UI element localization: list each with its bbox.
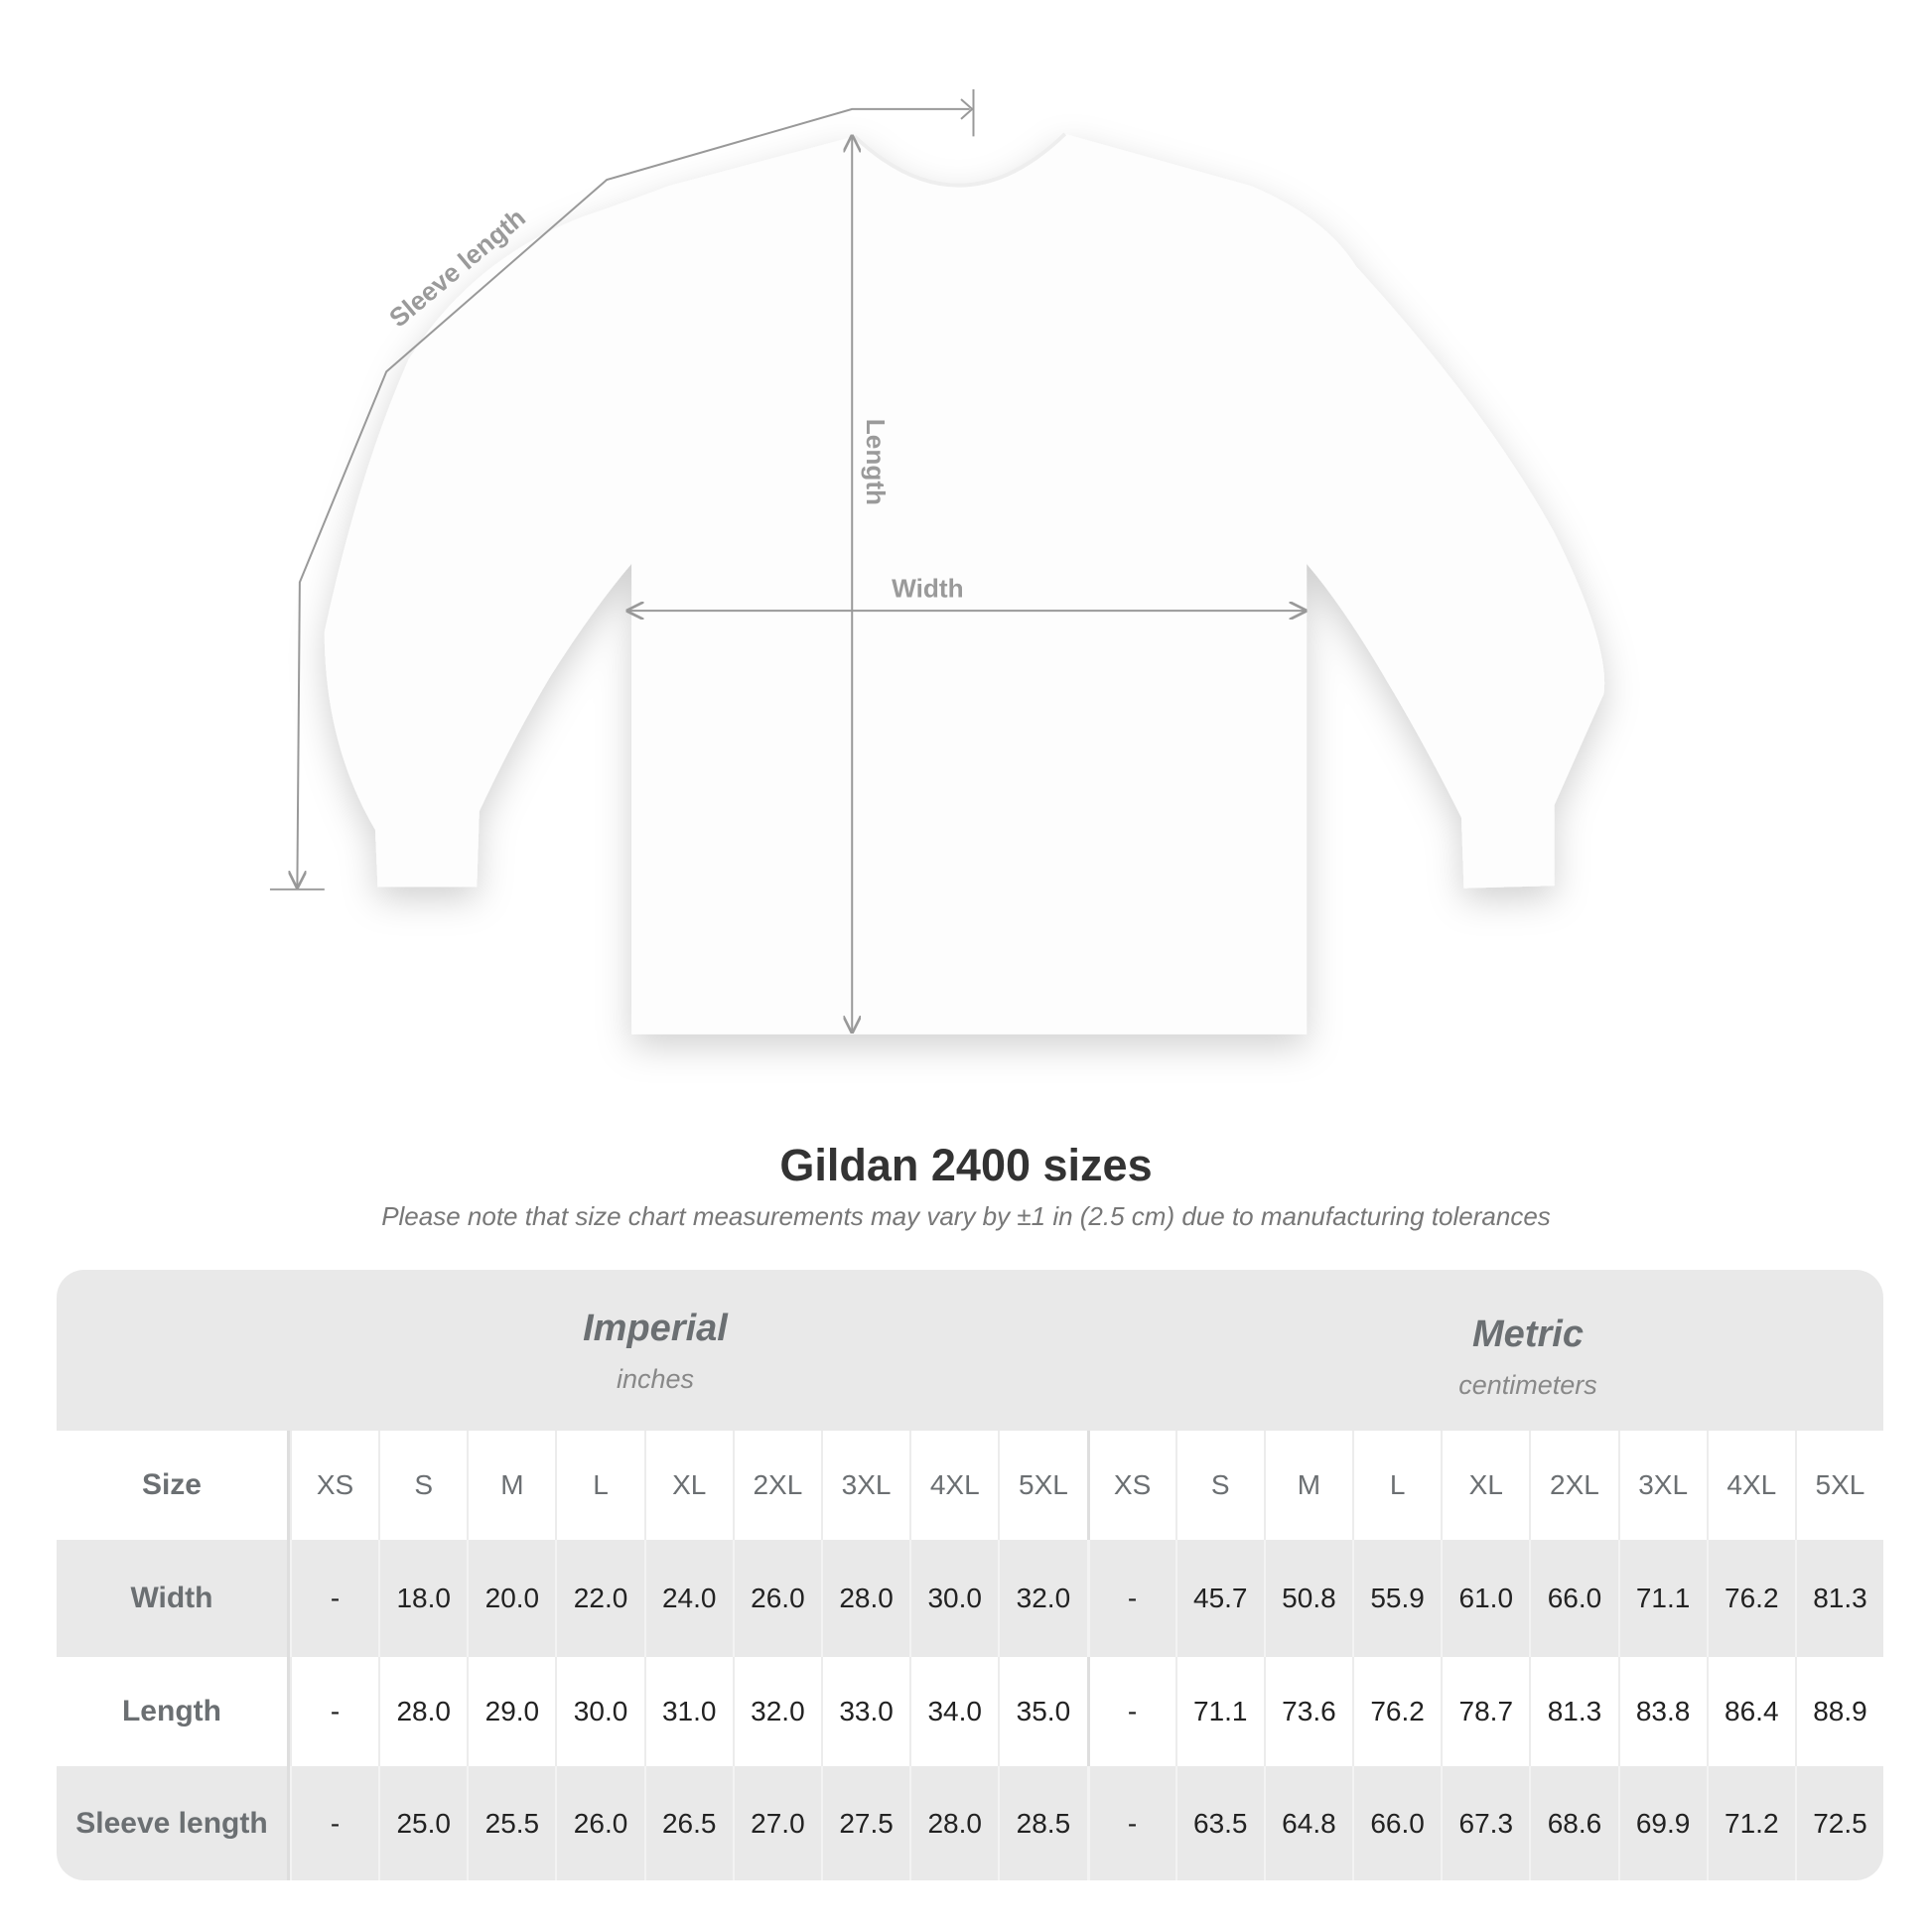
size-column-header: L <box>555 1431 643 1540</box>
size-column-header: M <box>1263 1431 1352 1540</box>
table-cell: 55.9 <box>1352 1540 1441 1657</box>
table-cell: 61.0 <box>1441 1540 1529 1657</box>
table-cell: 26.0 <box>732 1540 821 1657</box>
size-column-header: XS <box>1086 1431 1175 1540</box>
unit-header: Imperial inches Metric centimeters <box>57 1270 1883 1431</box>
table-cell: 81.3 <box>1794 1540 1883 1657</box>
size-column-header: L <box>1352 1431 1441 1540</box>
size-column-header: XL <box>643 1431 733 1540</box>
length-label: Length <box>861 419 891 505</box>
shirt-diagram: Sleeve length Length Width <box>269 88 1605 1035</box>
table-cell: 71.2 <box>1706 1766 1795 1880</box>
table-cell: 67.3 <box>1441 1766 1529 1880</box>
table-cell: 27.0 <box>732 1766 821 1880</box>
table-cell: 30.0 <box>909 1540 998 1657</box>
table-cell: - <box>289 1766 378 1880</box>
table-cell: 28.0 <box>909 1766 998 1880</box>
table-cell: 24.0 <box>643 1540 733 1657</box>
size-column-header: 5XL <box>1794 1431 1883 1540</box>
tolerance-note: Please note that size chart measurements… <box>381 1201 1551 1231</box>
table-row: Width -18.0 20.0 22.0 24.0 26.0 28.0 30.0 32.0-4… <box>57 1540 1883 1657</box>
table-cell: 86.4 <box>1706 1657 1795 1766</box>
table-cell: - <box>289 1657 378 1766</box>
neckline <box>853 132 1067 188</box>
table-row: Sleeve length -25.0 25.5 26.0 26.5 27.0 27.5 28… <box>57 1766 1883 1880</box>
size-column-header: S <box>1174 1431 1264 1540</box>
table-cell: 72.5 <box>1794 1766 1883 1880</box>
table-cell: 71.1 <box>1174 1657 1264 1766</box>
table-cell: 26.0 <box>555 1766 643 1880</box>
table-cell: - <box>289 1540 378 1657</box>
table-cell: 28.0 <box>378 1657 467 1766</box>
table-cell: 81.3 <box>1529 1657 1617 1766</box>
table-cell: 66.0 <box>1529 1540 1617 1657</box>
table-cell: 69.9 <box>1617 1766 1707 1880</box>
table-cell: - <box>1086 1540 1175 1657</box>
table-cell: 27.5 <box>820 1766 909 1880</box>
table-cell: 64.8 <box>1263 1766 1352 1880</box>
size-column-header: 4XL <box>1706 1431 1795 1540</box>
table-cell: 28.0 <box>820 1540 909 1657</box>
size-column-header: 2XL <box>732 1431 821 1540</box>
width-label: Width <box>892 573 963 603</box>
table-cell: 83.8 <box>1617 1657 1707 1766</box>
imperial-header: Imperial inches <box>583 1308 728 1394</box>
table-cell: 22.0 <box>555 1540 643 1657</box>
table-cell: 76.2 <box>1706 1540 1795 1657</box>
size-header: Size <box>57 1431 290 1540</box>
table-cell: 68.6 <box>1529 1766 1617 1880</box>
table-cell: 66.0 <box>1352 1766 1441 1880</box>
page-title: Gildan 2400 sizes <box>779 1140 1153 1190</box>
size-column-header: M <box>467 1431 555 1540</box>
size-column-header: 5XL <box>998 1431 1086 1540</box>
table-cell: 25.0 <box>378 1766 467 1880</box>
table-cell: 88.9 <box>1794 1657 1883 1766</box>
row-label: Width <box>57 1540 290 1657</box>
table-cell: 20.0 <box>467 1540 555 1657</box>
size-column-header: 3XL <box>1617 1431 1707 1540</box>
table-cell: 18.0 <box>378 1540 467 1657</box>
table-cell: 32.0 <box>998 1540 1086 1657</box>
sleeve-length-measure <box>269 88 975 891</box>
size-table: Imperial inches Metric centimeters Size X… <box>57 1270 1883 1880</box>
table-cell: - <box>1086 1657 1175 1766</box>
table-cell: 63.5 <box>1174 1766 1264 1880</box>
row-label: Sleeve length <box>57 1766 290 1880</box>
table-cell: 33.0 <box>820 1657 909 1766</box>
table-cell: 29.0 <box>467 1657 555 1766</box>
table-cell: 32.0 <box>732 1657 821 1766</box>
size-column-header: S <box>378 1431 467 1540</box>
table-cell: 45.7 <box>1174 1540 1264 1657</box>
size-column-header: XL <box>1441 1431 1529 1540</box>
table-cell: 73.6 <box>1263 1657 1352 1766</box>
row-label: Length <box>57 1657 290 1766</box>
table-cell: 25.5 <box>467 1766 555 1880</box>
table-cell: 28.5 <box>998 1766 1086 1880</box>
size-column-header: 3XL <box>820 1431 909 1540</box>
table-cell: 26.5 <box>643 1766 733 1880</box>
table-cell: 71.1 <box>1617 1540 1707 1657</box>
table-cell: 76.2 <box>1352 1657 1441 1766</box>
size-column-header: 2XL <box>1529 1431 1617 1540</box>
size-column-header: 4XL <box>909 1431 998 1540</box>
long-sleeve-shirt <box>324 133 1605 1035</box>
table-cell: 35.0 <box>998 1657 1086 1766</box>
size-column-header: XS <box>289 1431 378 1540</box>
metric-header: Metric centimeters <box>1458 1313 1597 1400</box>
size-row: Size XS S M L XL 2XL 3XL 4XL 5XL XS S M L XL 2XL 3XL 4XL 5… <box>57 1431 1883 1540</box>
table-cell: 31.0 <box>643 1657 733 1766</box>
table-cell: 78.7 <box>1441 1657 1529 1766</box>
table-row: Length -28.0 29.0 30.0 31.0 32.0 33.0 34.0 35.0-… <box>57 1657 1883 1766</box>
table-cell: 30.0 <box>555 1657 643 1766</box>
table-cell: 50.8 <box>1263 1540 1352 1657</box>
table-cell: 34.0 <box>909 1657 998 1766</box>
table-cell: - <box>1086 1766 1175 1880</box>
